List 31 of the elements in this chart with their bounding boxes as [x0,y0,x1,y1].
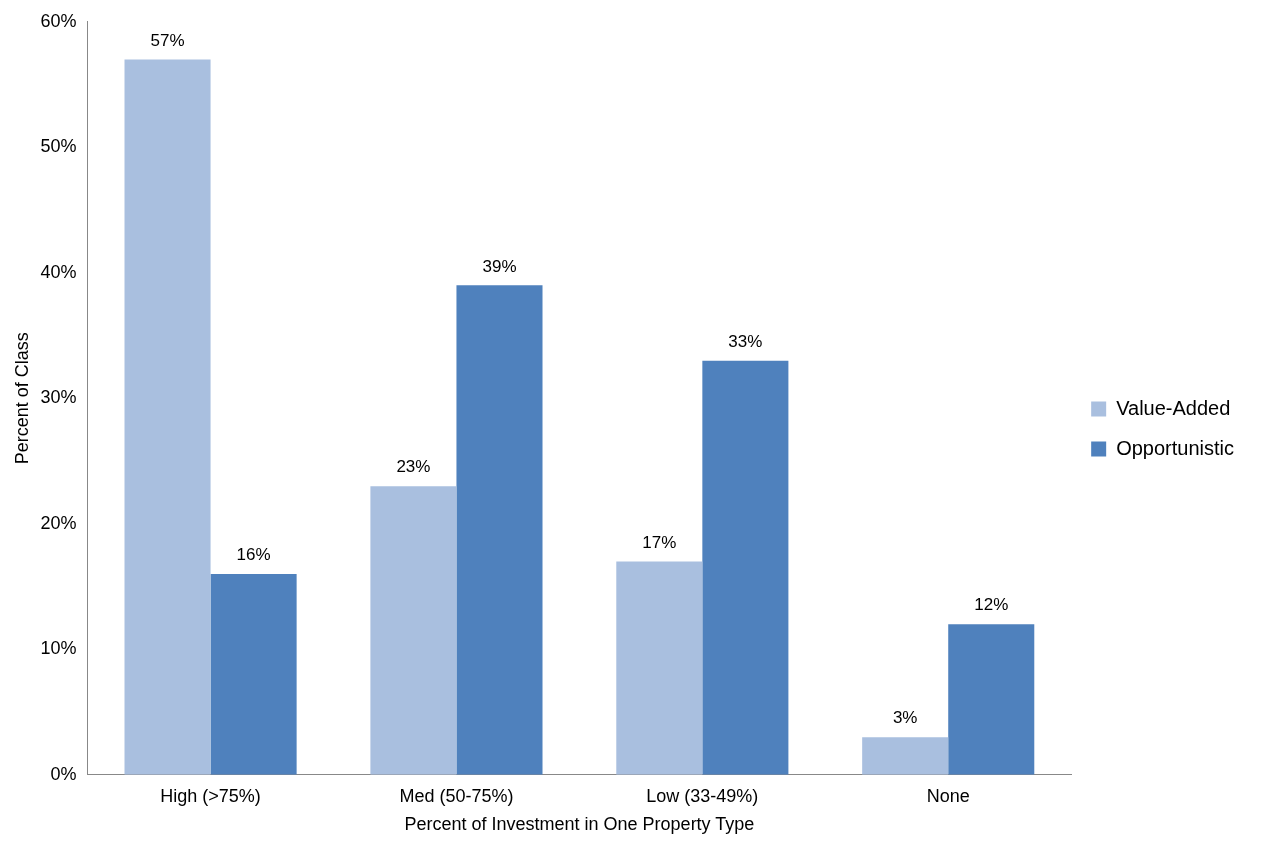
bar [124,59,211,775]
x-tick-label: Low (33-49%) [646,785,759,806]
y-tick-label: 60% [40,10,77,31]
bar [616,561,703,775]
data-label: 23% [396,457,431,477]
bar [370,486,457,775]
bar [702,360,789,775]
x-tick-label: None [926,785,970,806]
legend-label: Opportunistic [1116,436,1235,459]
data-label: 39% [482,256,517,276]
data-label: 33% [728,331,763,351]
y-tick-label: 20% [40,512,77,533]
data-label: 12% [974,595,1009,615]
data-label: 17% [642,532,677,552]
legend-label: Value-Added [1116,396,1231,419]
bar [456,285,543,775]
bar [862,737,949,775]
y-tick-label: 30% [40,387,77,408]
y-tick-label: 40% [40,261,77,282]
data-label: 3% [892,708,918,728]
y-tick-label: 10% [40,638,77,659]
data-label: 57% [150,30,185,50]
bar [210,574,297,775]
x-tick-label: Med (50-75%) [399,785,514,806]
y-axis-title: Percent of Class [11,332,32,465]
bar [948,624,1035,775]
y-tick-label: 0% [50,763,77,784]
y-tick-label: 50% [40,136,77,157]
data-label: 16% [236,545,271,565]
x-axis-title: Percent of Investment in One Property Type [404,814,755,835]
x-tick-label: High (>75%) [160,785,261,806]
